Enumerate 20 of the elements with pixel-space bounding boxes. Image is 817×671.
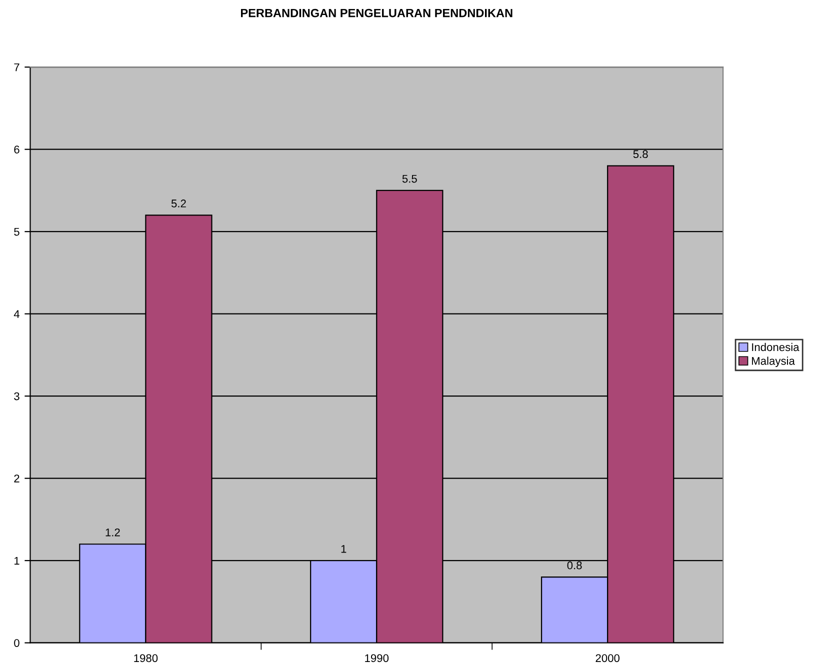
y-tick-label: 4 xyxy=(14,310,20,318)
x-tick-label: 2000 xyxy=(596,654,620,662)
y-tick-label: 0 xyxy=(14,639,20,647)
y-tick-label: 3 xyxy=(14,392,20,400)
y-tick-label: 2 xyxy=(14,474,20,482)
y-tick-label: 7 xyxy=(14,63,20,72)
chart-title: PERBANDINGAN PENGELUARAN PENDNDIKAN xyxy=(240,8,512,18)
data-label: 1.2 xyxy=(106,528,120,536)
x-tick-label: 1990 xyxy=(365,654,389,662)
legend-label: Malaysia xyxy=(752,356,795,368)
data-label: 5.2 xyxy=(171,200,186,208)
data-label: 5.8 xyxy=(633,150,648,158)
y-tick-label: 1 xyxy=(14,556,20,565)
data-label: 0.8 xyxy=(567,561,582,570)
legend-label: Indonesia xyxy=(752,342,800,352)
data-label: 1 xyxy=(341,545,346,553)
x-tick-label: 1980 xyxy=(134,654,158,662)
y-tick-label: 5 xyxy=(14,228,20,236)
y-tick-label: 6 xyxy=(14,146,20,154)
data-label: 5.5 xyxy=(402,174,417,183)
